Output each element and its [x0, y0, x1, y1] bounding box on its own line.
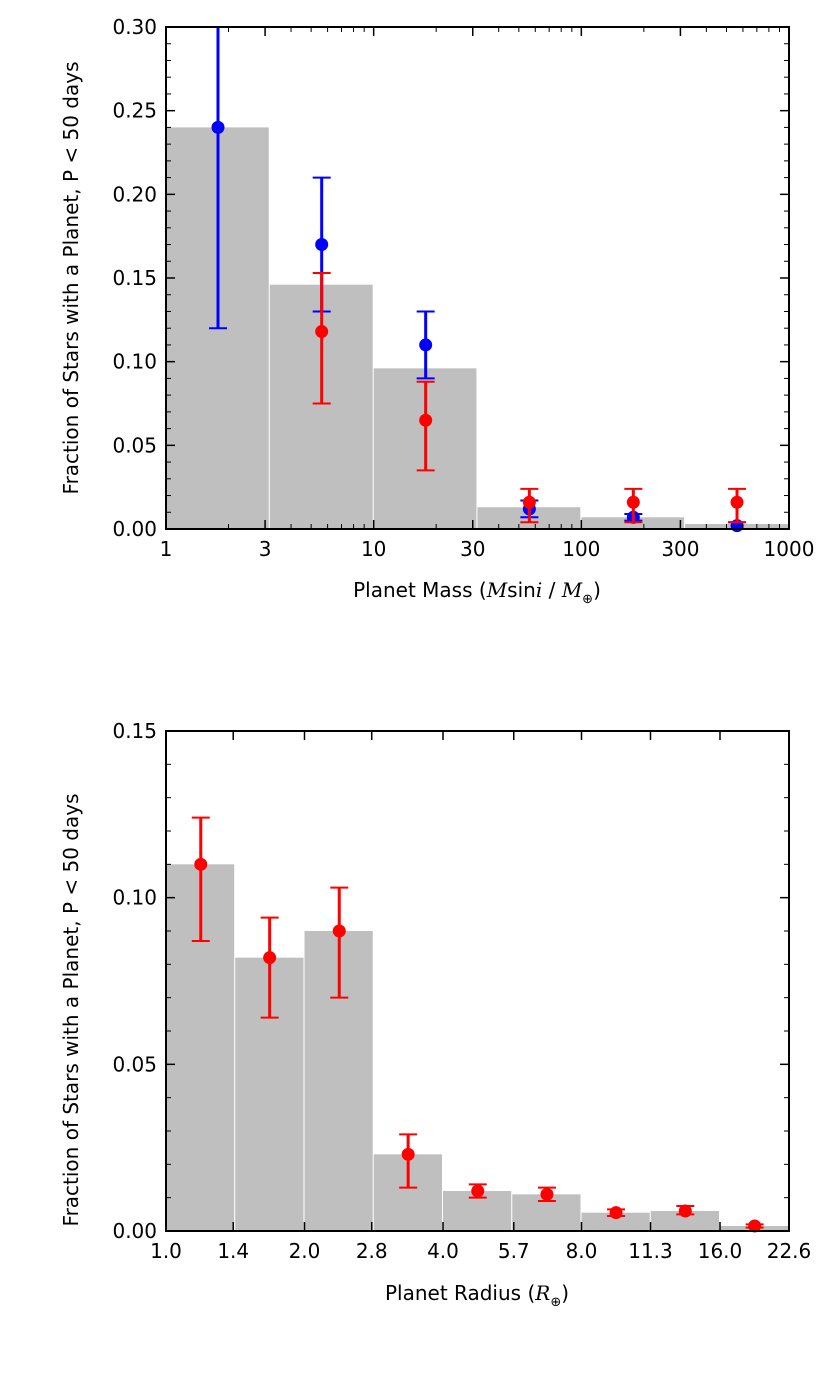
radius-y-tick-labels: 0.00 0.05 0.10 0.15 [112, 719, 157, 1243]
radius-red-point-5 [540, 1187, 554, 1201]
radius-red-point-3 [401, 1147, 415, 1161]
radius-x-tick-label: 1.0 [150, 1239, 182, 1263]
radius-red-point-8 [748, 1219, 762, 1233]
mass-x-tick-label: 1000 [764, 537, 815, 561]
mass-blue-errorbar-0 [209, 27, 228, 330]
mass-y-tick-label: 0.20 [112, 182, 157, 206]
radius-bars [166, 864, 789, 1231]
radius-red-point-4 [471, 1184, 485, 1198]
mass-y-tick-labels: 0.00 0.05 0.10 0.15 0.20 0.25 0.30 [112, 15, 157, 541]
radius-red-errorbar-2 [330, 886, 349, 999]
radius-x-tick-label: 4.0 [427, 1239, 459, 1263]
mass-x-tick-label: 3 [259, 537, 272, 561]
mass-red-errorbar-0 [312, 271, 331, 405]
radius-red-errorbar-3 [399, 1133, 418, 1189]
radius-red-point-0 [194, 857, 208, 871]
radius-x-tick-label: 16.0 [698, 1239, 743, 1263]
mass-blue-point-1 [315, 238, 329, 252]
mass-x-tick-labels: 1 3 10 30 100 300 1000 [160, 537, 815, 561]
radius-red-errorbar-0 [191, 816, 210, 942]
radius-red-errorbar-1 [260, 916, 279, 1019]
mass-bars [166, 127, 788, 530]
mass-x-tick-label: 10 [361, 537, 386, 561]
radius-y-axis-label: Fraction of Stars with a Planet, P < 50 … [59, 794, 83, 1227]
radius-x-tick-label: 8.0 [566, 1239, 598, 1263]
radius-chart: 1.0 1.4 2.0 2.8 4.0 5.7 8.0 11.3 16.0 22.6 0.000.… [59, 719, 811, 1310]
mass-y-tick-label: 0.05 [112, 433, 157, 457]
radius-y-tick-label: 0.15 [112, 719, 157, 743]
mass-x-tick-label: 300 [661, 537, 699, 561]
radius-x-tick-label: 2.8 [356, 1239, 388, 1263]
radius-x-tick-label: 5.7 [498, 1239, 530, 1263]
mass-y-axis-label: Fraction of Stars with a Planet, P < 50 … [59, 62, 83, 495]
radius-x-tick-label: 2.0 [289, 1239, 321, 1263]
mass-y-tick-label: 0.10 [112, 350, 157, 374]
radius-y-tick-label: 0.10 [112, 886, 157, 910]
mass-blue-point-0 [211, 120, 225, 134]
radius-red-point-6 [609, 1206, 623, 1220]
mass-chart: 1 3 10 30 100 300 1000 0.00 0.05 0.10 0.15 0.20 0.2… [59, 15, 814, 607]
mass-x-tick-label: 30 [460, 537, 485, 561]
radius-series [191, 816, 764, 1233]
radius-x-tick-label: 11.3 [628, 1239, 673, 1263]
radius-red-point-2 [332, 924, 346, 938]
mass-x-tick-label: 1 [160, 537, 173, 561]
mass-red-point-0 [315, 325, 329, 339]
radius-x-tick-label: 22.6 [767, 1239, 812, 1263]
radius-bar-7 [650, 1211, 719, 1231]
radius-plot-frame [165, 730, 790, 1232]
radius-red-point-1 [263, 951, 277, 965]
mass-y-tick-label: 0.15 [112, 266, 157, 290]
radius-bar-6 [581, 1212, 650, 1231]
mass-red-point-2 [522, 495, 536, 509]
mass-plot-frame [165, 26, 790, 530]
radius-y-tick-label: 0.05 [112, 1052, 157, 1076]
mass-red-point-3 [626, 495, 640, 509]
radius-y-tick-label: 0.00 [112, 1219, 157, 1243]
mass-blue-point-2 [419, 338, 433, 352]
mass-y-tick-label: 0.00 [112, 517, 157, 541]
mass-x-axis-label: Planet Mass (Msini / M⊕) [353, 578, 601, 607]
mass-red-point-1 [419, 413, 433, 427]
radius-x-tick-labels: 1.0 1.4 2.0 2.8 4.0 5.7 8.0 11.3 16.0 22.6 [150, 1239, 811, 1263]
mass-y-tick-label: 0.30 [112, 15, 157, 39]
mass-red-point-4 [730, 495, 744, 509]
radius-red-point-7 [678, 1204, 692, 1218]
mass-y-tick-label: 0.25 [112, 99, 157, 123]
radius-x-tick-label: 1.4 [217, 1239, 249, 1263]
mass-x-tick-label: 100 [562, 537, 600, 561]
radius-x-axis-label: Planet Radius (R⊕) [385, 1281, 569, 1310]
